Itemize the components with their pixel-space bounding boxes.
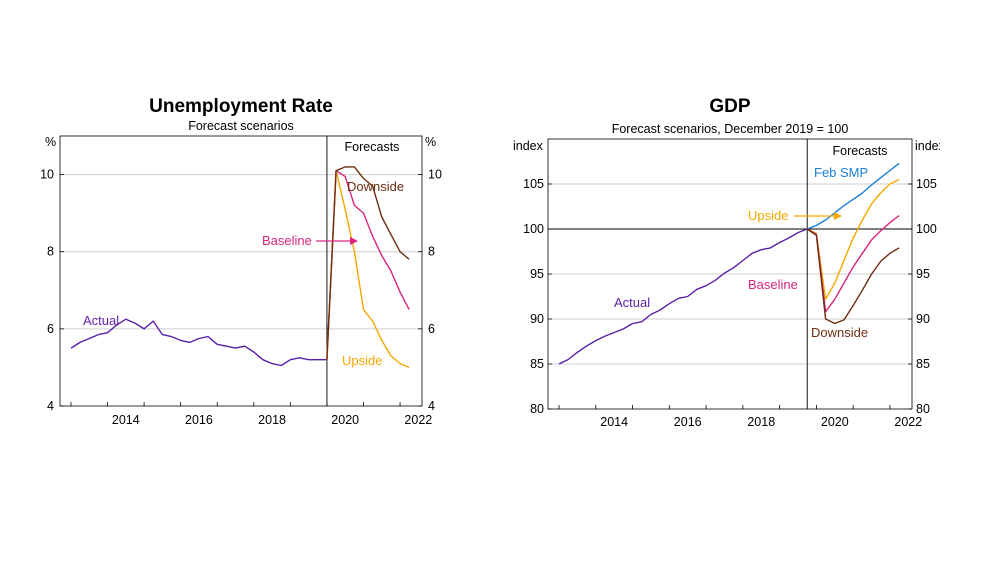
unemployment-gridlines <box>60 174 422 330</box>
y-tick-label-right: 105 <box>916 177 937 191</box>
y-tick-label-left: 105 <box>523 177 544 191</box>
series-line-upside <box>806 178 900 300</box>
gdp-forecasts-label: Forecasts <box>833 144 888 158</box>
y-tick-label-left: 85 <box>530 357 544 371</box>
y-tick-label-right: 95 <box>916 267 930 281</box>
y-tick-label-left: 100 <box>523 222 544 236</box>
unemployment-right-unit: % <box>425 135 436 149</box>
gdp-tick-labels: 80 80 85 85 90 90 95 95 100 100 105 105 2014 2016 2018… <box>523 177 937 429</box>
gdp-feb-smp-label: Feb SMP <box>814 165 868 180</box>
series-line-downside <box>326 166 410 360</box>
unemployment-tick-labels: 4 4 6 6 8 8 10 10 2014 2016 2018 2020 2022 <box>40 168 442 427</box>
gdp-left-unit: index <box>513 139 544 153</box>
y-tick-label-right: 90 <box>916 312 930 326</box>
gdp-upside-arrow <box>794 212 842 220</box>
y-tick-label-left: 90 <box>530 312 544 326</box>
gdp-subtitle: Forecast scenarios, December 2019 = 100 <box>612 122 849 136</box>
unemployment-chart: Unemployment Rate Forecast scenarios % %… <box>40 96 442 427</box>
x-tick-label: 2016 <box>185 413 213 427</box>
x-tick-label: 2016 <box>674 415 702 429</box>
gdp-upside-label: Upside <box>748 208 788 223</box>
y-tick-label-left: 10 <box>40 168 54 182</box>
gdp-right-unit: index <box>915 139 946 153</box>
unemployment-subtitle: Forecast scenarios <box>188 119 294 133</box>
x-tick-label: 2020 <box>331 413 359 427</box>
gdp-title: GDP <box>709 96 751 117</box>
y-tick-label-left: 95 <box>530 267 544 281</box>
x-tick-label: 2014 <box>112 413 140 427</box>
y-tick-label-left: 4 <box>47 399 54 413</box>
gdp-gridlines <box>548 183 912 365</box>
unemployment-left-unit: % <box>45 135 56 149</box>
gdp-right-unit-wrap: index <box>915 139 946 153</box>
unemployment-forecasts-label: Forecasts <box>345 140 400 154</box>
gdp-reference-lines <box>548 139 912 409</box>
x-tick-label: 2014 <box>600 415 628 429</box>
x-tick-label: 2020 <box>821 415 849 429</box>
unemployment-upside-label: Upside <box>342 353 382 368</box>
unemployment-downside-label: Downside <box>347 179 404 194</box>
unemployment-series <box>70 166 410 369</box>
y-tick-label-left: 80 <box>530 402 544 416</box>
gdp-actual-label: Actual <box>614 295 650 310</box>
y-tick-label-right: 6 <box>428 322 435 336</box>
series-line-actual <box>558 228 808 365</box>
y-tick-label-right: 85 <box>916 357 930 371</box>
unemployment-title: Unemployment Rate <box>149 96 333 117</box>
y-tick-label-right: 100 <box>916 222 937 236</box>
y-tick-label-right: 80 <box>916 402 930 416</box>
x-tick-label: 2018 <box>747 415 775 429</box>
series-line-actual <box>70 318 327 367</box>
x-tick-label: 2018 <box>258 413 286 427</box>
series-line-baseline <box>326 169 410 360</box>
unemployment-actual-label: Actual <box>83 313 119 328</box>
y-tick-label-left: 6 <box>47 322 54 336</box>
gdp-downside-label: Downside <box>811 325 868 340</box>
y-tick-label-right: 4 <box>428 399 435 413</box>
y-tick-label-left: 8 <box>47 245 54 259</box>
unemployment-baseline-arrow <box>316 237 358 245</box>
unemployment-baseline-label: Baseline <box>262 233 312 248</box>
x-tick-label: 2022 <box>404 413 432 427</box>
series-line-feb-smp <box>806 162 900 230</box>
series-line-downside <box>806 228 900 325</box>
y-tick-label-right: 8 <box>428 245 435 259</box>
series-line-upside <box>326 169 410 369</box>
gdp-series <box>558 162 900 365</box>
gdp-baseline-label: Baseline <box>748 277 798 292</box>
gdp-chart: GDP Forecast scenarios, December 2019 = … <box>513 96 946 429</box>
y-tick-label-right: 10 <box>428 168 442 182</box>
unemployment-plot-frame <box>59 135 423 407</box>
x-tick-label: 2022 <box>894 415 922 429</box>
